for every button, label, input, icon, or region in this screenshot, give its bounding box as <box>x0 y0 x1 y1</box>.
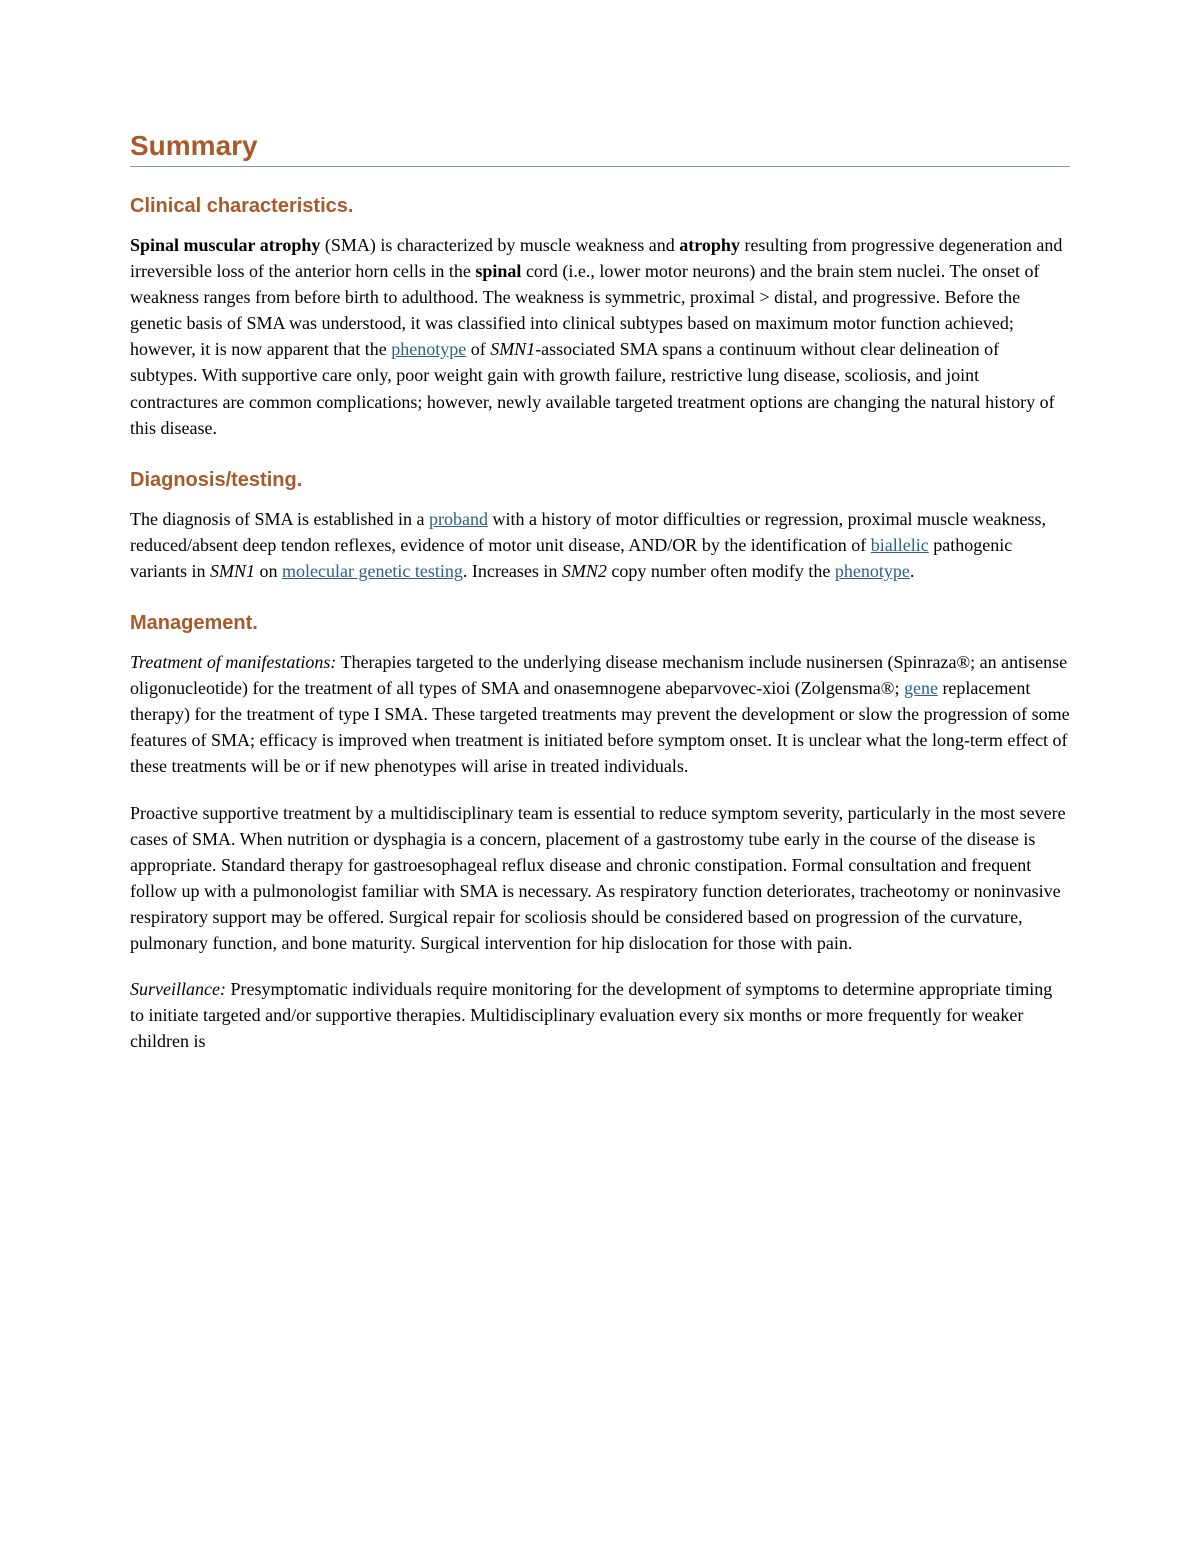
management-paragraph-3: Surveillance: Presymptomatic individuals… <box>130 976 1070 1054</box>
summary-heading: Summary <box>130 130 1070 167</box>
molecular-genetic-testing-link[interactable]: molecular genetic testing <box>282 561 463 581</box>
italic-lead-text: Treatment of manifestations: <box>130 652 336 672</box>
body-text: copy number often modify the <box>607 561 835 581</box>
bold-text: Spinal muscular atrophy <box>130 235 320 255</box>
body-text: (SMA) is characterized by muscle weaknes… <box>320 235 679 255</box>
gene-link[interactable]: gene <box>904 678 938 698</box>
bold-text: spinal <box>475 261 521 281</box>
body-text: Presymptomatic individuals require monit… <box>130 979 1052 1051</box>
document-page: Summary Clinical characteristics. Spinal… <box>0 0 1200 1124</box>
body-text: . <box>910 561 915 581</box>
management-paragraph-1: Treatment of manifestations: Therapies t… <box>130 649 1070 779</box>
body-text: on <box>255 561 282 581</box>
body-text: of <box>466 339 490 359</box>
italic-lead-text: Surveillance: <box>130 979 226 999</box>
clinical-characteristics-heading: Clinical characteristics. <box>130 195 1070 218</box>
management-paragraph-2: Proactive supportive treatment by a mult… <box>130 800 1070 957</box>
biallelic-link[interactable]: biallelic <box>871 535 929 555</box>
bold-text: atrophy <box>679 235 740 255</box>
diagnosis-testing-heading: Diagnosis/testing. <box>130 469 1070 492</box>
phenotype-link[interactable]: phenotype <box>391 339 466 359</box>
management-heading: Management. <box>130 612 1070 635</box>
italic-text: SMN1 <box>490 339 535 359</box>
italic-text: SMN2 <box>562 561 607 581</box>
body-text: The diagnosis of SMA is established in a <box>130 509 429 529</box>
italic-text: SMN1 <box>210 561 255 581</box>
proband-link[interactable]: proband <box>429 509 488 529</box>
diagnosis-paragraph-1: The diagnosis of SMA is established in a… <box>130 506 1070 584</box>
phenotype-link[interactable]: phenotype <box>835 561 910 581</box>
body-text: . Increases in <box>463 561 562 581</box>
clinical-paragraph-1: Spinal muscular atrophy (SMA) is charact… <box>130 232 1070 441</box>
